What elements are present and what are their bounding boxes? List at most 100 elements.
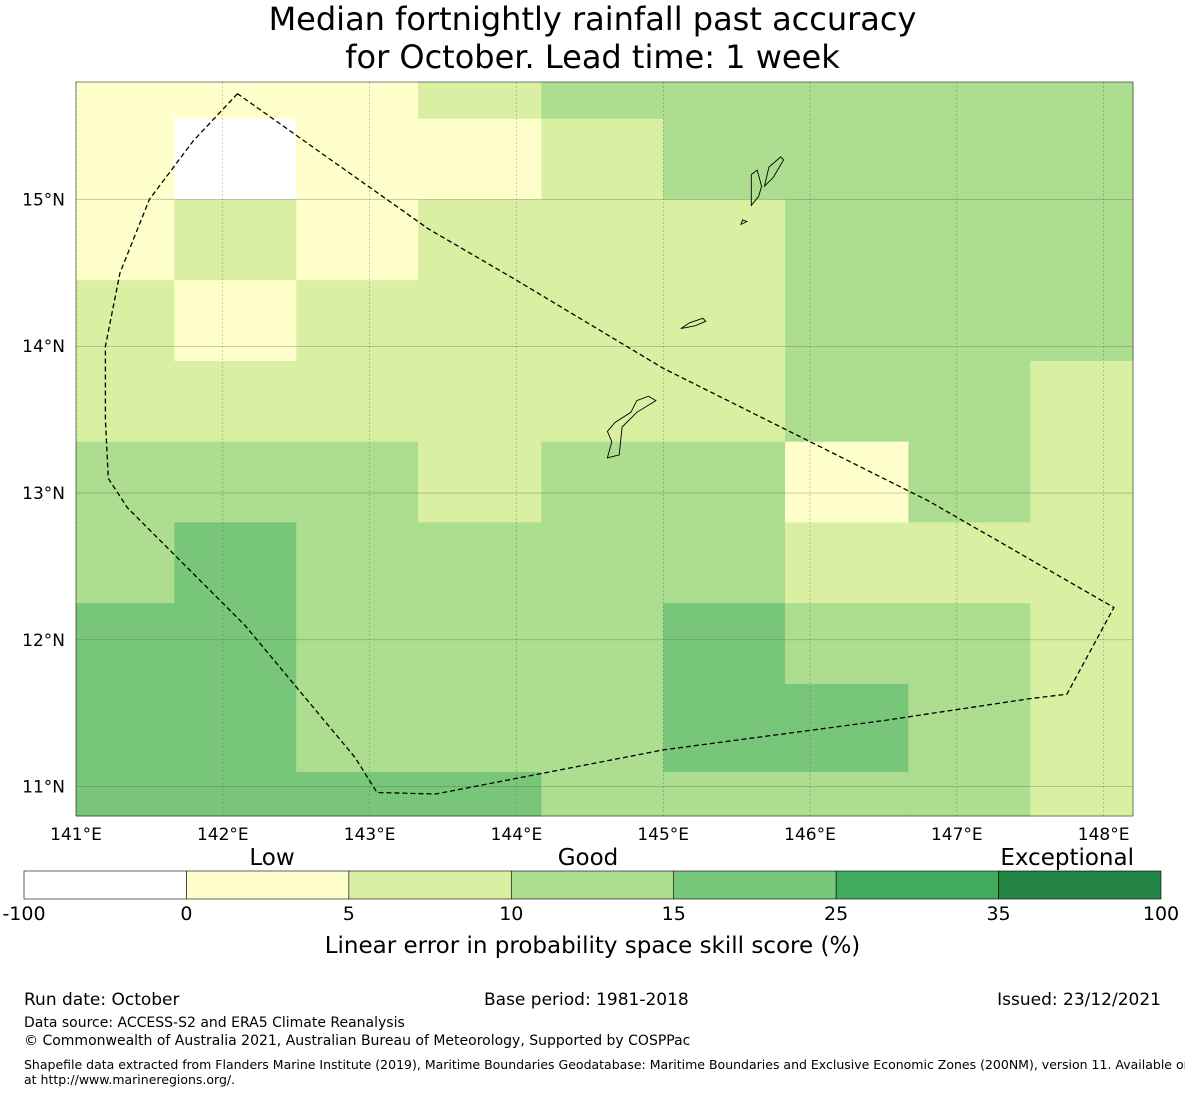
- colorbar-tick-label: 25: [824, 903, 848, 925]
- colorbar-tick-label: 35: [986, 903, 1010, 925]
- skill-cell: [296, 683, 419, 773]
- skill-cell: [1030, 683, 1134, 773]
- colorbar-swatch: [186, 870, 350, 900]
- skill-cell: [76, 771, 175, 817]
- lon-tick-label: 148°E: [1078, 825, 1130, 845]
- lat-tick-label: 15°N: [22, 190, 65, 210]
- skill-cell: [541, 118, 664, 200]
- skill-cell: [908, 199, 1031, 281]
- colorbar-swatch: [348, 870, 512, 900]
- lat-tick-label: 14°N: [22, 337, 65, 357]
- skill-cell: [1030, 280, 1134, 362]
- copyright-text: © Commonwealth of Australia 2021, Austra…: [24, 1033, 691, 1049]
- skill-cell: [76, 118, 175, 200]
- skill-cell: [296, 199, 419, 281]
- skill-cell: [418, 603, 542, 685]
- skill-cell: [1030, 360, 1134, 443]
- lon-tick-label: 142°E: [197, 825, 249, 845]
- island-outline: [740, 219, 749, 226]
- skill-grid-cells: [76, 82, 1134, 817]
- skill-cell: [663, 683, 786, 773]
- skill-cell: [1030, 118, 1134, 200]
- island-outline: [750, 169, 763, 207]
- skill-cell: [418, 118, 542, 200]
- skill-cell: [1030, 82, 1134, 120]
- skill-cell: [663, 771, 786, 817]
- skill-cell: [174, 522, 297, 604]
- skill-cell: [174, 360, 297, 443]
- skill-cell: [908, 441, 1031, 523]
- graticule-lines: [75, 82, 1133, 816]
- skill-cell: [76, 441, 175, 523]
- skill-cell: [908, 603, 1031, 685]
- colorbar-tick-label: 0: [180, 903, 192, 925]
- skill-cell: [296, 771, 419, 817]
- skill-cell: [541, 199, 664, 281]
- colorbar-swatch: [510, 870, 675, 900]
- skill-cell: [785, 522, 909, 604]
- eez-boundary-line: [104, 93, 1115, 795]
- lon-tick-label: 147°E: [931, 825, 983, 845]
- skill-cell: [174, 280, 297, 362]
- skill-cell: [296, 280, 419, 362]
- title-line-1: Median fortnightly rainfall past accurac…: [268, 0, 917, 38]
- skill-cell: [76, 82, 175, 120]
- skill-cell: [908, 82, 1031, 120]
- skill-cell: [663, 82, 786, 120]
- run-date-text: Run date: October: [24, 990, 180, 1010]
- colorbar: -100 0 5 10 15 25 35 100 Low Good Exceptional Linea…: [2, 845, 1179, 959]
- colorbar-tick-label: -100: [2, 903, 45, 925]
- skill-cell: [1030, 441, 1134, 523]
- colorbar-category-label: Exceptional: [1000, 845, 1134, 871]
- skill-cell: [76, 199, 175, 281]
- skill-cell: [785, 771, 909, 817]
- shapefile-credit-line-1: Shapefile data extracted from Flanders M…: [24, 1057, 1185, 1072]
- skill-cell: [1030, 199, 1134, 281]
- skill-cell: [418, 771, 542, 817]
- skill-cell: [174, 771, 297, 817]
- rainfall-skill-map: 141°E 142°E 143°E 144°E 145°E 146°E 147°E 148°E…: [2, 81, 1179, 959]
- base-period-text: Base period: 1981-2018: [484, 990, 689, 1010]
- colorbar-tick-label: 5: [343, 903, 355, 925]
- title-line-2: for October. Lead time: 1 week: [345, 38, 840, 76]
- skill-cell: [541, 82, 664, 120]
- skill-cell: [541, 360, 664, 443]
- skill-cell: [418, 360, 542, 443]
- skill-cell: [785, 82, 909, 120]
- skill-cell: [663, 522, 786, 604]
- skill-cell: [296, 118, 419, 200]
- skill-cell: [785, 441, 909, 523]
- skill-cell: [174, 441, 297, 523]
- skill-cell: [296, 522, 419, 604]
- data-source-text: Data source: ACCESS-S2 and ERA5 Climate …: [24, 1015, 405, 1031]
- island-outline: [763, 156, 785, 188]
- colorbar-axis-label: Linear error in probability space skill …: [325, 933, 861, 959]
- skill-cell: [785, 199, 909, 281]
- colorbar-swatch: [23, 870, 187, 900]
- colorbar-tick-label: 100: [1143, 903, 1179, 925]
- skill-cell: [296, 441, 419, 523]
- skill-cell: [785, 118, 909, 200]
- skill-cell: [418, 199, 542, 281]
- map-frame: [75, 81, 1134, 817]
- colorbar-tick-label: 15: [662, 903, 686, 925]
- skill-cell: [1030, 603, 1134, 685]
- skill-cell: [174, 118, 297, 200]
- skill-cell: [541, 683, 664, 773]
- skill-cell: [1030, 771, 1134, 817]
- skill-cell: [541, 771, 664, 817]
- skill-cell: [76, 522, 175, 604]
- skill-cell: [76, 683, 175, 773]
- skill-cell: [663, 441, 786, 523]
- lon-tick-label: 143°E: [344, 825, 396, 845]
- skill-cell: [908, 683, 1031, 773]
- skill-cell: [76, 603, 175, 685]
- skill-cell: [174, 82, 297, 120]
- skill-cell: [663, 199, 786, 281]
- skill-cell: [663, 118, 786, 200]
- axis-tick-labels: 141°E 142°E 143°E 144°E 145°E 146°E 147°E 148°E…: [22, 190, 1129, 845]
- island-outlines: [606, 156, 785, 459]
- colorbar-swatch: [998, 870, 1162, 900]
- skill-cell: [418, 683, 542, 773]
- skill-cell: [908, 280, 1031, 362]
